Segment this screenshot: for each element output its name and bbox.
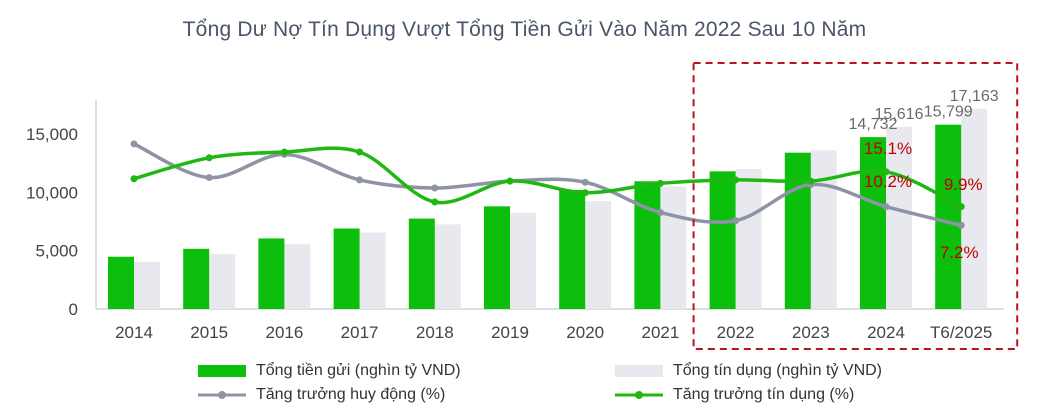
bar-deposits bbox=[709, 171, 736, 309]
legend-item-mobilization-growth: Tăng trưởng huy động (%) bbox=[198, 386, 445, 404]
x-tick-label: 2019 bbox=[491, 323, 529, 342]
chart-canvas: 0 5,000 10,000 15,000 2014 2015 2016 2017 2018 20… bbox=[26, 62, 1019, 350]
x-tick-label: 2022 bbox=[717, 323, 755, 342]
bar-credit bbox=[660, 186, 687, 309]
bar-deposits bbox=[183, 248, 210, 309]
x-tick-label: 2014 bbox=[115, 323, 153, 342]
legend-swatch-deposits bbox=[198, 365, 246, 377]
bar-deposits bbox=[408, 218, 435, 309]
x-tick-label: 2015 bbox=[190, 323, 228, 342]
point-mobilization-growth bbox=[732, 217, 740, 225]
legend-item-credit-growth: Tăng trưởng tín dụng (%) bbox=[615, 386, 854, 404]
bar-value-label: 14,732 bbox=[849, 116, 898, 133]
y-tick-label: 5,000 bbox=[35, 242, 78, 261]
bar-value-label: 17,163 bbox=[950, 88, 999, 105]
x-tick-label: 2020 bbox=[566, 323, 604, 342]
point-credit-growth bbox=[957, 203, 965, 211]
point-credit-growth bbox=[732, 176, 740, 184]
point-mobilization-growth bbox=[581, 178, 589, 186]
legend-label-deposits: Tổng tiền gửi (nghìn tỷ VND) bbox=[256, 362, 461, 379]
bar-credit bbox=[585, 201, 612, 309]
rate-label: 10.2% bbox=[864, 172, 912, 191]
bar-credit bbox=[735, 169, 762, 309]
rate-label: 15.1% bbox=[864, 139, 912, 158]
bar-credit bbox=[434, 224, 461, 309]
bar-credit bbox=[810, 150, 837, 309]
x-tick-label: 2017 bbox=[341, 323, 379, 342]
x-tick-label: 2018 bbox=[416, 323, 454, 342]
x-tick-label: 2023 bbox=[792, 323, 830, 342]
bar-deposits bbox=[634, 181, 661, 309]
bar-deposits bbox=[333, 228, 360, 309]
legend-line-mobilization-growth bbox=[198, 389, 246, 401]
legend-line-credit-growth bbox=[615, 389, 663, 401]
x-tick-label: 2021 bbox=[641, 323, 679, 342]
point-credit-growth bbox=[431, 198, 439, 206]
rate-label: 7.2% bbox=[940, 243, 979, 262]
legend-item-credit: Tổng tín dụng (nghìn tỷ VND) bbox=[615, 362, 882, 380]
point-credit-growth bbox=[581, 189, 589, 197]
bar-credit bbox=[209, 254, 236, 309]
y-tick-label: 0 bbox=[69, 300, 78, 319]
bar-deposits bbox=[108, 256, 134, 309]
point-credit-growth bbox=[656, 179, 664, 187]
bar-deposits bbox=[484, 206, 510, 309]
point-credit-growth bbox=[506, 177, 514, 185]
bar-credit bbox=[961, 108, 988, 309]
point-mobilization-growth bbox=[957, 221, 965, 229]
highlight-box bbox=[692, 62, 1019, 350]
bar-value-label: 15,616 bbox=[875, 106, 924, 123]
point-credit-growth bbox=[882, 168, 890, 176]
legend-label-credit: Tổng tín dụng (nghìn tỷ VND) bbox=[673, 362, 882, 379]
x-tick-label: 2024 bbox=[867, 323, 905, 342]
x-tick-label: 2016 bbox=[265, 323, 303, 342]
point-credit-growth bbox=[205, 154, 213, 162]
point-mobilization-growth bbox=[431, 184, 439, 192]
point-credit-growth bbox=[130, 175, 138, 183]
point-mobilization-growth bbox=[356, 176, 364, 184]
bar-value-label: 15,799 bbox=[924, 104, 973, 121]
bar-credit bbox=[886, 126, 912, 310]
bar-credit bbox=[134, 261, 160, 309]
legend-label-mobilization-growth: Tăng trưởng huy động (%) bbox=[256, 386, 446, 403]
bar-credit bbox=[359, 232, 386, 309]
rate-label: 9.9% bbox=[944, 175, 983, 194]
y-tick-label: 15,000 bbox=[26, 125, 78, 144]
point-mobilization-growth bbox=[130, 140, 138, 148]
legend-swatch-credit bbox=[615, 365, 663, 377]
point-mobilization-growth bbox=[205, 174, 213, 182]
legend-label-credit-growth: Tăng trưởng tín dụng (%) bbox=[673, 386, 855, 403]
y-tick-label: 10,000 bbox=[26, 183, 78, 202]
legend-item-deposits: Tổng tiền gửi (nghìn tỷ VND) bbox=[198, 362, 461, 380]
line-credit-growth bbox=[133, 146, 962, 209]
point-credit-growth bbox=[356, 148, 364, 156]
x-tick-label: T6/2025 bbox=[930, 323, 992, 342]
bar-deposits bbox=[935, 124, 962, 309]
chart-title: Tổng Dư Nợ Tín Dụng Vượt Tổng Tiền Gửi V… bbox=[182, 18, 867, 41]
point-credit-growth bbox=[280, 148, 288, 156]
point-mobilization-growth bbox=[882, 203, 890, 211]
bar-deposits bbox=[258, 238, 285, 309]
bar-deposits bbox=[784, 152, 811, 309]
line-mobilization-growth bbox=[133, 142, 962, 227]
point-credit-growth bbox=[807, 177, 815, 185]
bar-credit bbox=[510, 212, 536, 309]
bar-deposits bbox=[860, 137, 886, 309]
point-mobilization-growth bbox=[656, 208, 664, 216]
bar-credit bbox=[284, 244, 311, 309]
bar-deposits bbox=[559, 190, 586, 309]
